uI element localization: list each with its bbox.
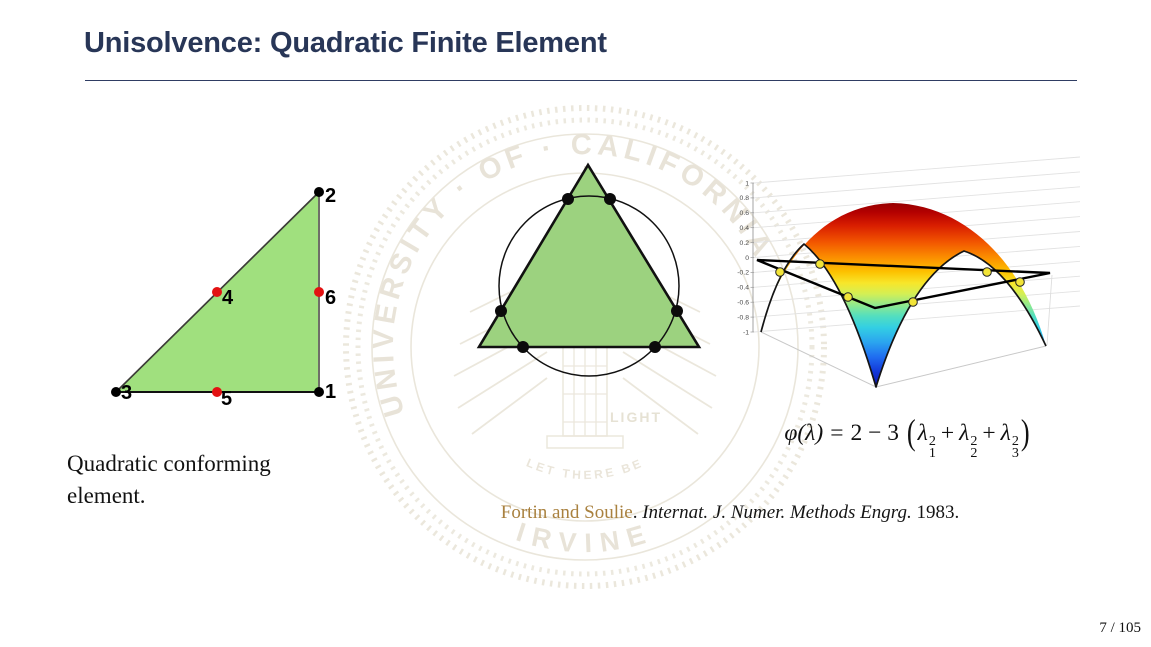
quadratic-element-triangle-figure: 1 2 3 4 5 6 (111, 185, 336, 410)
vertex-dots (111, 187, 324, 397)
bubble-function-formula: φ(λ) = 2 − 3 (λ 2 1 + λ 2 2 + λ 2 3) (738, 413, 1078, 461)
midpoint-dots (212, 287, 324, 397)
surface-dome (761, 203, 1046, 387)
bubble-function-surface-plot: 1 0.8 0.6 0.4 0.2 0 -0.2 -0.4 -0.6 -0.8 … (737, 156, 1081, 388)
equilateral-triangle (476, 162, 702, 349)
zero-crossing-markers (775, 259, 1025, 307)
slide-title: Unisolvence: Quadratic Finite Element (84, 27, 607, 59)
svg-text:4: 4 (222, 287, 234, 309)
formula-lhs: φ(λ) (784, 419, 824, 446)
svg-text:3: 3 (121, 382, 132, 404)
element-plane-triangle (756, 258, 1051, 310)
page-number: 7 / 105 (1099, 620, 1141, 636)
svg-text:-1: -1 (743, 329, 749, 336)
figure-caption: Quadratic conforming element. (67, 451, 271, 508)
title-divider (85, 80, 1077, 81)
svg-text:0.4: 0.4 (740, 225, 750, 232)
edge-intersection-dots (495, 193, 683, 353)
seal-light-text: LIGHT (610, 409, 662, 425)
edge-points-circle (498, 195, 680, 377)
svg-text:2: 2 (325, 185, 336, 207)
z-axis: 1 0.8 0.6 0.4 0.2 0 -0.2 -0.4 -0.6 -0.8 … (737, 180, 754, 336)
svg-text:-0.6: -0.6 (737, 300, 749, 307)
floor-edges (760, 331, 1047, 388)
citation-year: 1983. (911, 502, 960, 523)
formula-constant: 2 − 3 (850, 419, 899, 446)
z-axis-tick-labels: 1 0.8 0.6 0.4 0.2 0 -0.2 -0.4 -0.6 -0.8 … (737, 180, 749, 336)
svg-text:1: 1 (325, 381, 336, 403)
svg-text:-0.2: -0.2 (737, 270, 749, 277)
citation-separator: . (632, 502, 643, 523)
svg-text:6: 6 (325, 287, 336, 309)
seal-motto-text: LET THERE BE (524, 456, 645, 483)
svg-text:1: 1 (745, 180, 749, 187)
citation-authors: Fortin and Soulie (500, 502, 633, 523)
plus-sign: + (940, 419, 955, 446)
svg-text:0.6: 0.6 (740, 210, 750, 217)
plus-sign: + (982, 419, 996, 446)
surface-edge-arcs (760, 243, 1047, 388)
svg-text:-0.4: -0.4 (737, 285, 749, 292)
left-paren: ( (906, 412, 916, 452)
svg-text:0.2: 0.2 (740, 240, 750, 247)
svg-text:-0.8: -0.8 (737, 314, 749, 321)
equals-sign: = (830, 419, 844, 446)
citation: Fortin and Soulie. Internat. J. Numer. M… (440, 502, 1020, 524)
svg-text:0.8: 0.8 (740, 195, 750, 202)
svg-text:0: 0 (745, 255, 749, 262)
node-labels: 1 2 3 4 5 6 (121, 185, 336, 410)
triangle-circle-figure (476, 162, 702, 377)
right-paren: ) (1020, 412, 1030, 452)
citation-journal: Internat. J. Numer. Methods Engrg. (642, 502, 912, 523)
svg-text:5: 5 (221, 388, 232, 410)
